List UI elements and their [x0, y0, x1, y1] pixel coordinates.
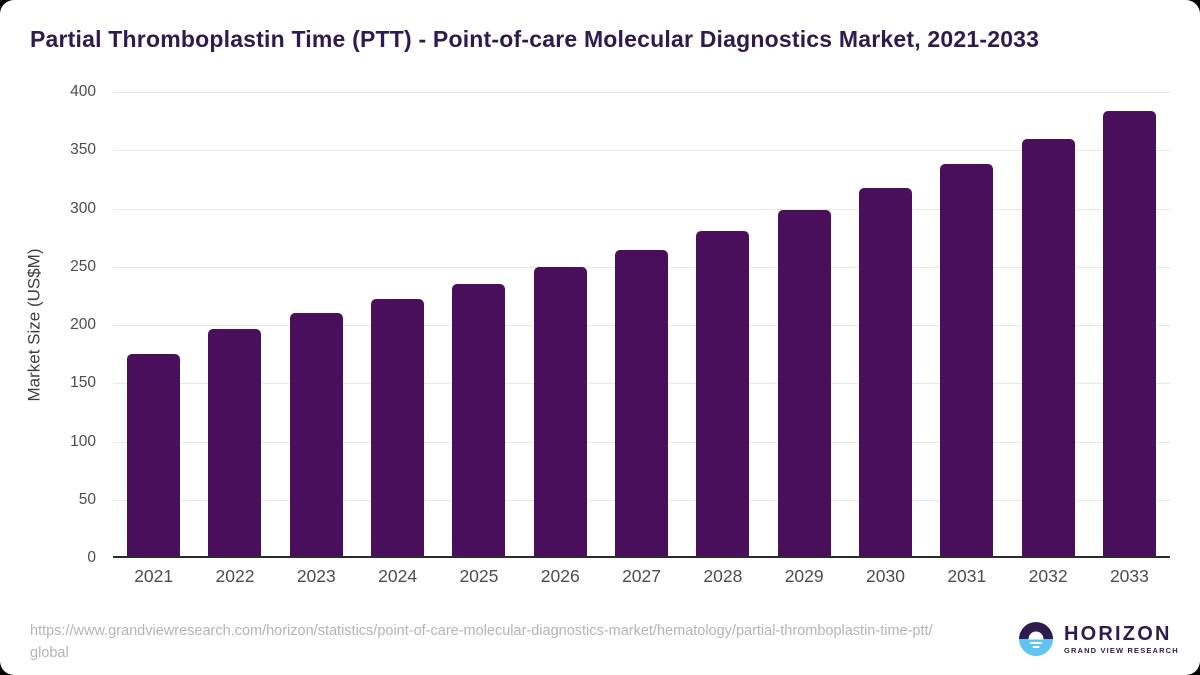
horizon-sun-icon	[1019, 622, 1053, 656]
source-url: https://www.grandviewresearch.com/horizo…	[30, 623, 933, 661]
y-tick-label-100: 100	[70, 432, 96, 450]
gridline-400	[113, 92, 1170, 93]
horizon-logo: HORIZON GRAND VIEW RESEARCH	[1019, 622, 1179, 656]
bar-2026	[533, 266, 587, 558]
bar-slot-2026	[520, 92, 601, 558]
bar-slot-2023	[276, 92, 357, 558]
y-tick-label-0: 0	[87, 549, 96, 566]
x-axis-tick-labels: 2021 2022 2023 2024 2025 2026 2027 2028 2029 2030…	[113, 566, 1170, 587]
x-tick-label-2029: 2029	[784, 566, 824, 586]
gridline-350	[113, 150, 1170, 152]
x-tick-label-2021: 2021	[134, 566, 174, 586]
x-tick-label-2031: 2031	[947, 566, 987, 586]
bar-slot-2031	[926, 92, 1007, 558]
x-tick-label-2027: 2027	[622, 566, 661, 586]
bar-2029	[777, 209, 831, 558]
x-tick-label-2030: 2030	[866, 566, 905, 586]
logo-subtext: GRAND VIEW RESEARCH	[1064, 645, 1179, 655]
logo-text: HORIZON GRAND VIEW RESEARCH	[1064, 624, 1179, 655]
y-tick-label-200: 200	[70, 316, 96, 333]
x-tick-label-2026: 2026	[540, 566, 580, 586]
bar-series	[113, 92, 1170, 558]
bar-2023	[289, 313, 343, 558]
icon-reflection-line	[1032, 646, 1040, 648]
bar-slot-2027	[601, 92, 682, 558]
bar-slot-2029	[764, 92, 845, 558]
bar-slot-2022	[194, 92, 275, 558]
x-tick-label-2032: 2032	[1028, 566, 1068, 586]
bar-2028	[696, 230, 750, 558]
logo-name: HORIZON	[1064, 622, 1172, 645]
icon-sky-half	[1019, 622, 1053, 639]
x-tick-label-2024: 2024	[378, 566, 418, 586]
bar-2033	[1102, 110, 1156, 558]
bar-slot-2032	[1007, 92, 1088, 558]
x-tick-label-2028: 2028	[703, 566, 743, 586]
x-axis-line	[113, 556, 1170, 558]
y-axis-tick-labels: 0 50 100 150 200 250 300 350 400	[36, 83, 96, 566]
y-tick-label-50: 50	[78, 490, 96, 508]
bar-slot-2025	[438, 92, 519, 558]
y-tick-label-400: 400	[70, 83, 96, 100]
bar-slot-2024	[357, 92, 438, 558]
x-tick-label-2025: 2025	[459, 566, 499, 586]
plot-area	[113, 92, 1170, 558]
y-tick-label-350: 350	[70, 141, 96, 159]
y-tick-label-250: 250	[70, 257, 96, 275]
x-tick-label-2033: 2033	[1109, 566, 1149, 586]
bar-2032	[1021, 138, 1075, 558]
bar-slot-2021	[113, 92, 194, 558]
chart-title: Partial Thromboplastin Time (PTT) - Poin…	[30, 26, 1040, 52]
x-tick-label-2023: 2023	[296, 566, 336, 586]
bar-2022	[208, 328, 262, 558]
bar-2030	[858, 187, 912, 558]
x-tick-label-2022: 2022	[215, 566, 255, 586]
y-tick-label-150: 150	[70, 374, 96, 392]
y-tick-label-300: 300	[70, 199, 96, 217]
icon-sun	[1028, 631, 1044, 639]
bar-2031	[940, 164, 994, 558]
gridline-300	[113, 208, 1170, 210]
bar-slot-2033	[1089, 92, 1170, 558]
bar-slot-2030	[845, 92, 926, 558]
bar-2021	[127, 354, 181, 558]
icon-reflection-line	[1030, 642, 1042, 644]
bar-2025	[452, 284, 506, 558]
bar-2027	[615, 250, 669, 558]
bar-slot-2028	[682, 92, 763, 558]
bar-2024	[371, 299, 425, 558]
